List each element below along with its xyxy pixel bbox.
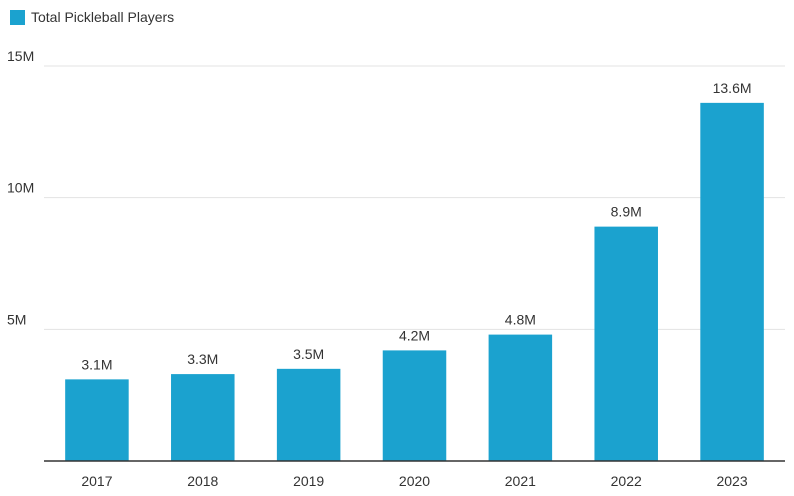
data-label: 3.5M xyxy=(293,346,324,362)
x-tick-label: 2019 xyxy=(293,473,324,489)
bar xyxy=(276,368,341,461)
x-tick-label: 2023 xyxy=(716,473,747,489)
data-label: 4.2M xyxy=(399,327,430,343)
x-tick-label: 2020 xyxy=(399,473,430,489)
bar xyxy=(488,334,553,461)
data-label: 8.9M xyxy=(611,204,642,220)
x-tick-label: 2021 xyxy=(505,473,536,489)
x-tick-label: 2018 xyxy=(187,473,218,489)
x-tick-label: 2017 xyxy=(81,473,112,489)
bar xyxy=(700,102,764,461)
data-label: 3.3M xyxy=(187,351,218,367)
legend-swatch xyxy=(10,9,25,25)
bar xyxy=(65,379,129,461)
y-tick-label: 15M xyxy=(7,48,34,64)
data-label: 3.1M xyxy=(81,356,112,372)
bar xyxy=(594,226,658,461)
x-tick-label: 2022 xyxy=(611,473,642,489)
y-tick-label: 10M xyxy=(7,180,34,196)
data-label: 13.6M xyxy=(713,80,752,96)
legend-label: Total Pickleball Players xyxy=(31,9,175,25)
legend: Total Pickleball Players xyxy=(10,9,174,25)
y-tick-label: 5M xyxy=(7,311,26,327)
data-label: 4.8M xyxy=(505,312,536,328)
bar xyxy=(382,350,447,461)
bar xyxy=(171,374,235,461)
